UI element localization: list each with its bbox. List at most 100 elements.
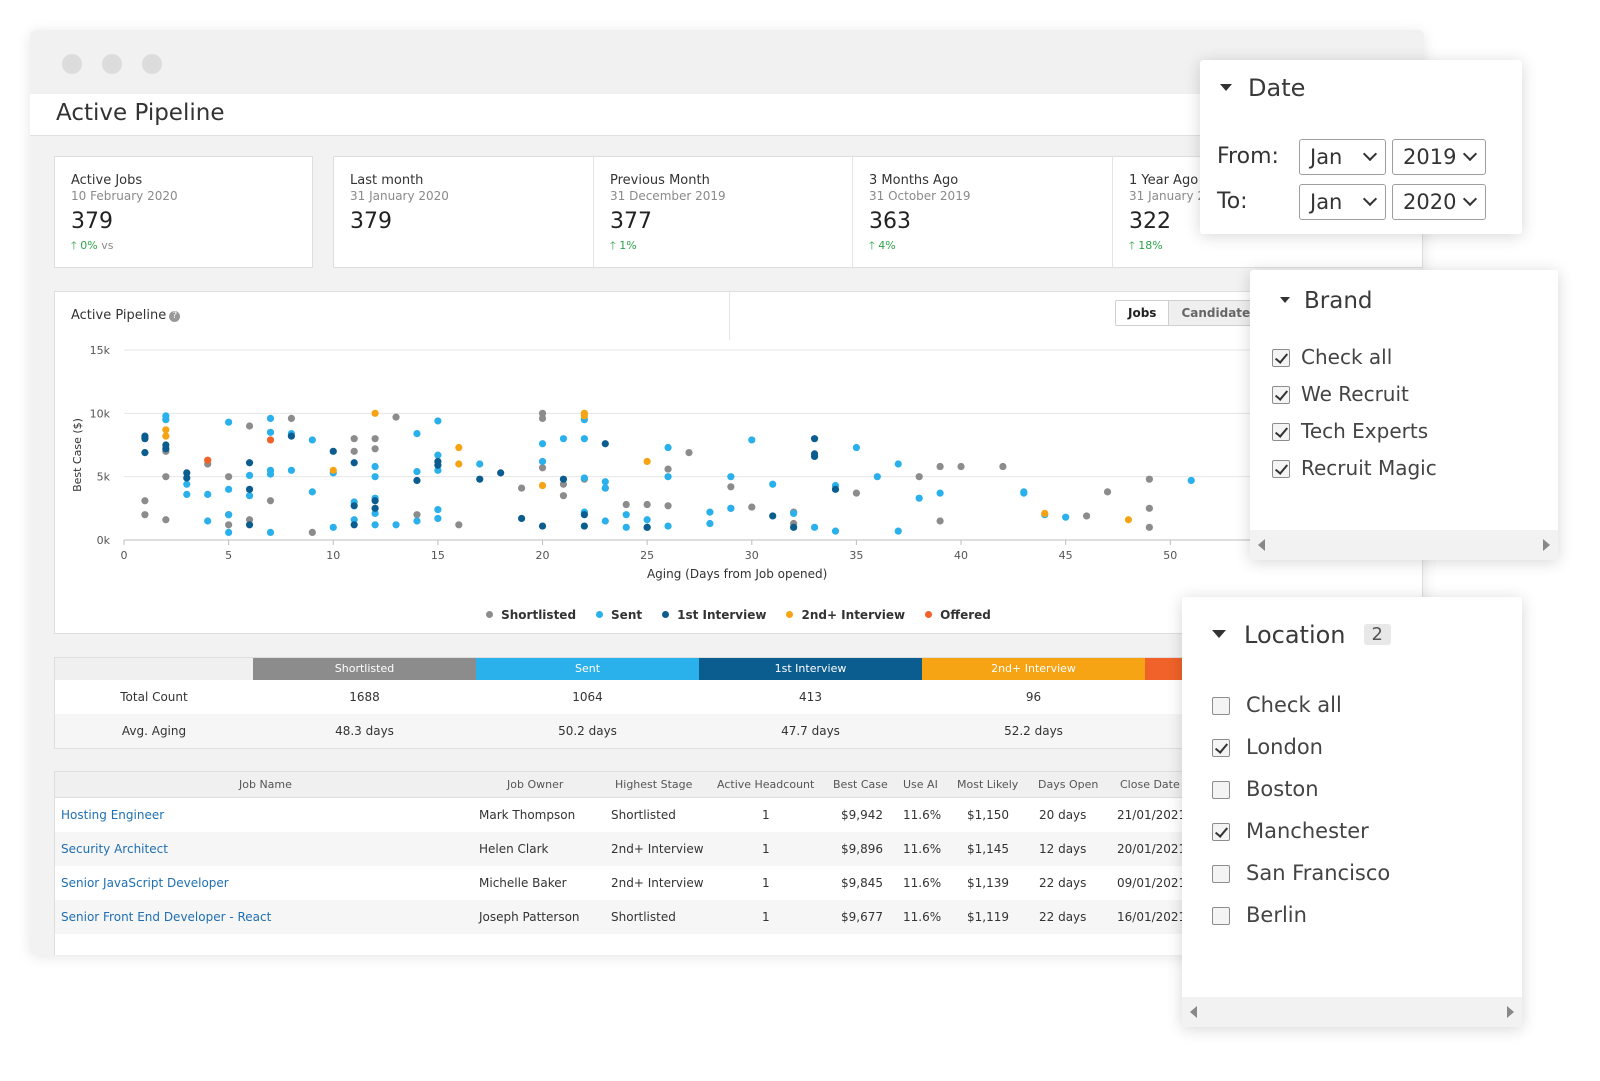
- window-minimize-dot[interactable]: [102, 54, 122, 74]
- column-header[interactable]: Best Case: [833, 778, 888, 791]
- column-header[interactable]: Use AI: [903, 778, 938, 791]
- data-point: [225, 473, 233, 481]
- checkbox[interactable]: [1272, 423, 1290, 441]
- stat-value: 322: [1129, 209, 1171, 234]
- brand-horizontal-scrollbar[interactable]: [1250, 530, 1558, 560]
- checkbox[interactable]: [1272, 460, 1290, 478]
- data-point: [643, 500, 651, 509]
- checkbox-label: London: [1246, 735, 1323, 759]
- job-name-link[interactable]: Senior Front End Developer - React: [61, 910, 272, 924]
- data-point: [350, 459, 358, 467]
- scroll-right-icon[interactable]: [1507, 1006, 1514, 1018]
- data-point: [245, 485, 254, 493]
- table-row[interactable]: Senior JavaScript Developer Michelle Bake…: [55, 866, 1422, 900]
- job-name-link[interactable]: Hosting Engineer: [61, 808, 165, 822]
- toggle-jobs[interactable]: Jobs: [1116, 301, 1169, 325]
- data-point: [538, 409, 547, 417]
- legend-dot-icon: [486, 611, 494, 618]
- to-year-select[interactable]: 2020: [1392, 184, 1486, 220]
- checkbox[interactable]: [1212, 739, 1230, 757]
- data-point: [266, 470, 275, 478]
- stat-change-value: 4%: [878, 239, 896, 252]
- table-cell: $1,139: [967, 876, 1009, 890]
- job-name-link[interactable]: Senior JavaScript Developer: [61, 876, 229, 890]
- column-header[interactable]: Job Owner: [507, 778, 564, 791]
- stat-value: 379: [350, 209, 392, 234]
- checkbox[interactable]: [1272, 349, 1290, 367]
- x-tick-label: 35: [849, 549, 863, 562]
- date-filter-title[interactable]: Date: [1220, 74, 1305, 102]
- column-header[interactable]: Highest Stage: [615, 778, 693, 791]
- job-name-link[interactable]: Security Architect: [61, 842, 168, 856]
- data-point: [371, 497, 379, 505]
- data-point: [769, 480, 777, 488]
- scroll-right-icon[interactable]: [1543, 539, 1550, 551]
- summary-aging-value: 48.3 days: [335, 724, 394, 738]
- from-month-select[interactable]: Jan: [1299, 139, 1386, 175]
- legend-item[interactable]: Shortlisted: [486, 608, 576, 622]
- location-horizontal-scrollbar[interactable]: [1182, 997, 1522, 1027]
- scroll-left-icon[interactable]: [1190, 1006, 1197, 1018]
- chevron-down-icon: [1362, 146, 1378, 162]
- data-point: [266, 528, 275, 536]
- checkbox[interactable]: [1212, 823, 1230, 841]
- data-point: [1187, 476, 1195, 485]
- data-point: [517, 514, 526, 523]
- data-point: [831, 485, 840, 493]
- data-point: [245, 492, 254, 500]
- column-header[interactable]: Most Likely: [957, 778, 1019, 791]
- column-header[interactable]: Job Name: [239, 778, 292, 791]
- checkbox[interactable]: [1272, 386, 1290, 404]
- legend-item[interactable]: 2nd+ Interview: [786, 608, 905, 622]
- legend-item[interactable]: 1st Interview: [662, 608, 766, 622]
- data-point: [287, 466, 296, 474]
- checkbox[interactable]: [1212, 865, 1230, 883]
- data-point: [371, 473, 379, 481]
- help-icon[interactable]: ?: [169, 311, 181, 322]
- column-header[interactable]: Close Date: [1120, 778, 1180, 791]
- to-label: To:: [1217, 189, 1248, 214]
- summary-aging-value: 52.2 days: [1004, 724, 1063, 738]
- stat-change: 🡑 18%: [1129, 237, 1163, 256]
- table-row[interactable]: Hosting Engineer Mark Thompson Shortlisted…: [55, 798, 1422, 832]
- summary-aging-value: 50.2 days: [558, 724, 617, 738]
- legend-label: Shortlisted: [501, 608, 577, 622]
- location-filter-title[interactable]: Location 2: [1212, 621, 1391, 649]
- brand-filter-title[interactable]: Brand: [1280, 288, 1373, 314]
- checkbox[interactable]: [1212, 697, 1230, 715]
- data-point: [622, 523, 630, 531]
- data-point: [434, 466, 442, 474]
- data-point: [245, 471, 254, 479]
- window-close-dot[interactable]: [62, 54, 82, 74]
- x-tick-label: 15: [431, 549, 445, 562]
- data-point: [245, 521, 254, 529]
- table-cell: $1,145: [967, 842, 1009, 856]
- column-header[interactable]: Days Open: [1038, 778, 1099, 791]
- window-maximize-dot[interactable]: [142, 54, 162, 74]
- x-tick-label: 20: [536, 549, 550, 562]
- window-titlebar: [30, 30, 1424, 94]
- data-point: [559, 435, 568, 443]
- legend-item[interactable]: Offered: [925, 608, 991, 622]
- from-year-select[interactable]: 2019: [1392, 139, 1486, 175]
- table-cell: 22 days: [1039, 876, 1087, 890]
- column-header[interactable]: Active Headcount: [717, 778, 815, 791]
- scroll-left-icon[interactable]: [1258, 539, 1265, 551]
- from-label: From:: [1217, 144, 1279, 169]
- data-point: [225, 521, 233, 529]
- data-point: [350, 521, 358, 529]
- caret-down-icon: [1280, 297, 1290, 303]
- data-point: [1062, 513, 1070, 521]
- data-point: [308, 436, 316, 444]
- checkbox[interactable]: [1212, 907, 1230, 925]
- stat-change: 🡑 4%: [869, 237, 896, 256]
- data-point: [266, 428, 275, 436]
- data-point: [245, 422, 254, 430]
- brand-filter-title-text: Brand: [1304, 288, 1373, 314]
- checkbox[interactable]: [1212, 781, 1230, 799]
- data-point: [371, 445, 379, 453]
- to-month-select[interactable]: Jan: [1299, 184, 1386, 220]
- summary-total-value: 96: [1025, 690, 1042, 704]
- data-point: [476, 460, 484, 468]
- legend-item[interactable]: Sent: [596, 608, 642, 622]
